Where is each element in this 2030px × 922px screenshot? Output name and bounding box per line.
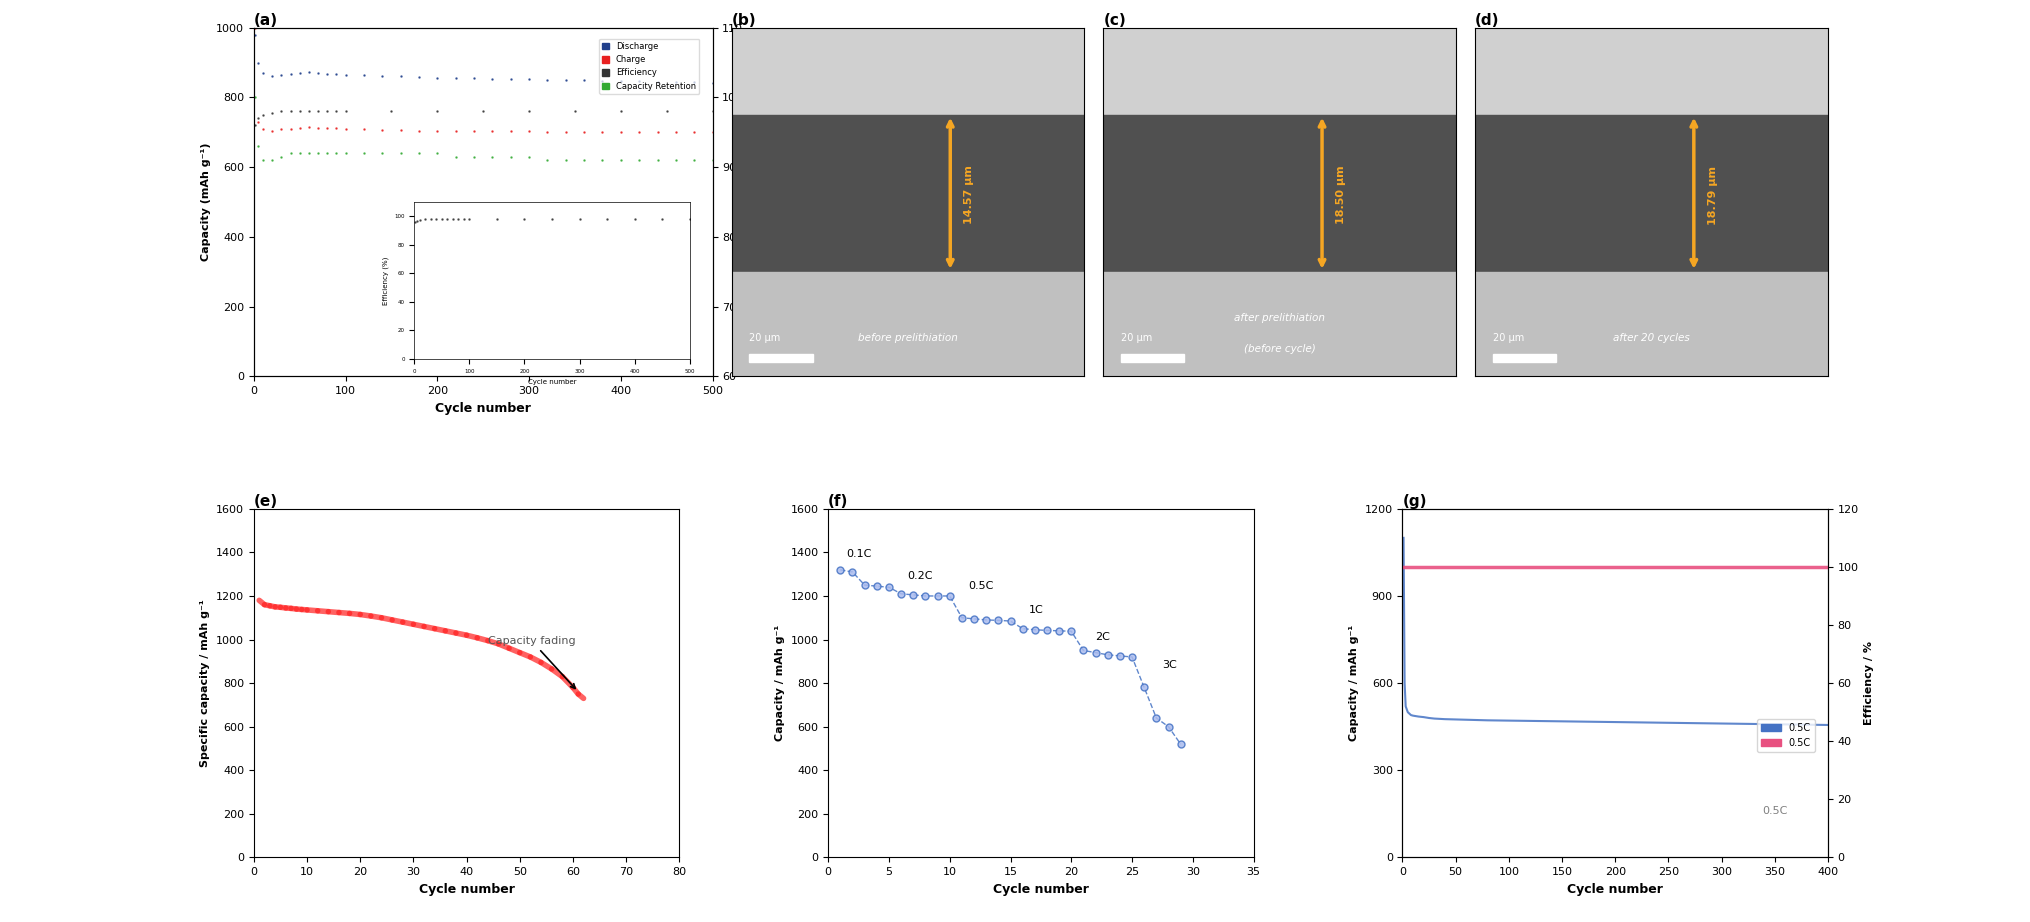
Y-axis label: Efficiency, Capacity Retention (%): Efficiency, Capacity Retention (%) <box>749 109 759 296</box>
Y-axis label: Capacity / mAh g⁻¹: Capacity / mAh g⁻¹ <box>1348 625 1358 741</box>
X-axis label: Cycle number: Cycle number <box>1567 882 1663 896</box>
Text: after prelithiation: after prelithiation <box>1234 313 1324 323</box>
Text: (d): (d) <box>1474 13 1498 28</box>
Text: (c): (c) <box>1102 13 1125 28</box>
Text: 18.50 μm: 18.50 μm <box>1336 166 1346 224</box>
Text: 2C: 2C <box>1094 632 1110 642</box>
Text: 0.5C: 0.5C <box>1762 806 1786 816</box>
Bar <box>731 28 1084 115</box>
Text: (e): (e) <box>254 494 278 509</box>
Text: (a): (a) <box>254 13 278 28</box>
Bar <box>1121 354 1183 362</box>
Text: 18.79 μm: 18.79 μm <box>1707 166 1717 225</box>
Y-axis label: Capacity (mAh g⁻¹): Capacity (mAh g⁻¹) <box>201 143 211 261</box>
Text: 0.5C: 0.5C <box>968 582 993 591</box>
Y-axis label: Specific capacity / mAh g⁻¹: Specific capacity / mAh g⁻¹ <box>201 599 211 767</box>
Bar <box>731 272 1084 376</box>
Bar <box>1474 272 1827 376</box>
Text: (f): (f) <box>828 494 849 509</box>
X-axis label: Cycle number: Cycle number <box>434 402 532 415</box>
Legend: 0.5C, 0.5C: 0.5C, 0.5C <box>1756 719 1813 751</box>
Bar <box>1102 115 1456 272</box>
Bar <box>1102 272 1456 376</box>
Text: 20 μm: 20 μm <box>1492 334 1522 344</box>
Bar <box>731 115 1084 272</box>
Text: before prelithiation: before prelithiation <box>857 334 958 344</box>
Text: 20 μm: 20 μm <box>749 334 780 344</box>
X-axis label: Cycle number: Cycle number <box>993 882 1088 896</box>
Text: 3C: 3C <box>1161 660 1177 670</box>
Text: 14.57 μm: 14.57 μm <box>964 166 974 224</box>
Text: (b): (b) <box>731 13 755 28</box>
Bar <box>749 354 812 362</box>
Text: (g): (g) <box>1403 494 1427 509</box>
Text: (before cycle): (before cycle) <box>1242 344 1315 354</box>
Bar <box>1474 28 1827 115</box>
Text: 20 μm: 20 μm <box>1121 334 1151 344</box>
Bar <box>1492 354 1555 362</box>
Text: Capacity fading: Capacity fading <box>487 636 574 689</box>
Text: after 20 cycles: after 20 cycles <box>1612 334 1689 344</box>
Y-axis label: Efficiency / %: Efficiency / % <box>1864 641 1874 725</box>
Y-axis label: Capacity / mAh g⁻¹: Capacity / mAh g⁻¹ <box>773 625 784 741</box>
Bar <box>1102 28 1456 115</box>
Bar <box>1474 115 1827 272</box>
Legend: Discharge, Charge, Efficiency, Capacity Retention: Discharge, Charge, Efficiency, Capacity … <box>599 39 698 94</box>
Text: 1C: 1C <box>1029 606 1043 615</box>
Text: 0.2C: 0.2C <box>907 571 932 581</box>
Text: 0.1C: 0.1C <box>847 549 871 559</box>
X-axis label: Cycle number: Cycle number <box>418 882 514 896</box>
